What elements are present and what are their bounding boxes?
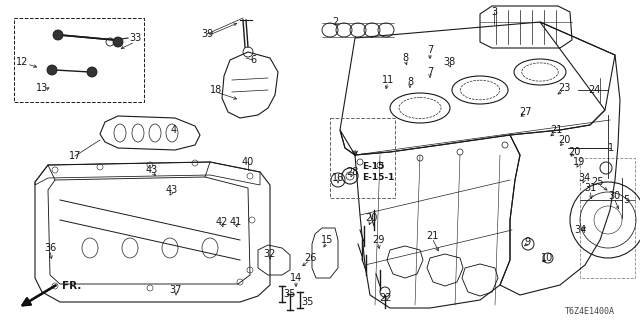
Text: 14: 14 xyxy=(290,273,302,283)
Text: E-15
E-15-1: E-15 E-15-1 xyxy=(362,162,394,182)
Text: 27: 27 xyxy=(519,107,531,117)
Text: T6Z4E1400A: T6Z4E1400A xyxy=(565,308,615,316)
Circle shape xyxy=(87,67,97,77)
Bar xyxy=(330,118,395,198)
Text: 13: 13 xyxy=(36,83,48,93)
Text: 38: 38 xyxy=(443,57,455,67)
Text: 34: 34 xyxy=(578,173,590,183)
Text: 1: 1 xyxy=(608,143,614,153)
Text: 3: 3 xyxy=(491,7,497,17)
Circle shape xyxy=(47,65,57,75)
Text: 7: 7 xyxy=(427,45,433,55)
Text: 4: 4 xyxy=(171,125,177,135)
Text: 18: 18 xyxy=(210,85,222,95)
Text: 23: 23 xyxy=(558,83,570,93)
Circle shape xyxy=(113,37,123,47)
Text: 2: 2 xyxy=(332,17,338,27)
Text: FR.: FR. xyxy=(62,281,81,291)
Text: 43: 43 xyxy=(146,165,158,175)
Text: 30: 30 xyxy=(608,191,620,201)
Bar xyxy=(580,158,635,278)
Text: 22: 22 xyxy=(379,293,391,303)
Text: 41: 41 xyxy=(230,217,242,227)
Text: 11: 11 xyxy=(382,75,394,85)
Text: 8: 8 xyxy=(407,77,413,87)
Text: 17: 17 xyxy=(69,151,81,161)
Text: 31: 31 xyxy=(584,183,596,193)
Text: 24: 24 xyxy=(588,85,600,95)
Text: 20: 20 xyxy=(568,147,580,157)
Bar xyxy=(14,18,144,102)
Text: 29: 29 xyxy=(372,235,384,245)
Text: 28: 28 xyxy=(346,167,358,177)
Text: 20: 20 xyxy=(558,135,570,145)
Text: 35: 35 xyxy=(284,289,296,299)
Text: 21: 21 xyxy=(426,231,438,241)
Text: 5: 5 xyxy=(623,195,629,205)
Text: 32: 32 xyxy=(264,249,276,259)
Text: 42: 42 xyxy=(216,217,228,227)
Text: 19: 19 xyxy=(573,157,585,167)
Text: 37: 37 xyxy=(170,285,182,295)
Text: 26: 26 xyxy=(304,253,316,263)
Text: 8: 8 xyxy=(402,53,408,63)
Text: 15: 15 xyxy=(321,235,333,245)
Text: 20: 20 xyxy=(365,213,377,223)
Text: 7: 7 xyxy=(427,67,433,77)
Text: 36: 36 xyxy=(44,243,56,253)
Text: 9: 9 xyxy=(524,237,530,247)
Text: 16: 16 xyxy=(332,173,344,183)
Text: 40: 40 xyxy=(242,157,254,167)
Text: 6: 6 xyxy=(250,55,256,65)
Text: 35: 35 xyxy=(302,297,314,307)
Text: 10: 10 xyxy=(541,253,553,263)
Circle shape xyxy=(53,30,63,40)
Text: 34: 34 xyxy=(574,225,586,235)
Text: 25: 25 xyxy=(592,177,604,187)
Text: 33: 33 xyxy=(129,33,141,43)
Text: 43: 43 xyxy=(166,185,178,195)
Text: 39: 39 xyxy=(201,29,213,39)
Text: 12: 12 xyxy=(16,57,28,67)
Text: 21: 21 xyxy=(550,125,562,135)
